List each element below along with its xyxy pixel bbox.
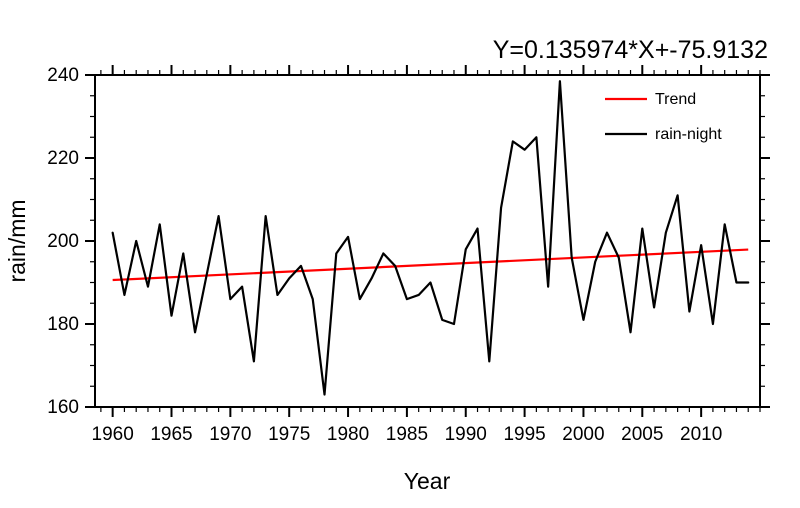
y-tick-label: 240 [47, 65, 79, 86]
x-tick-label: 1975 [268, 424, 310, 445]
y-tick-label: 220 [47, 148, 79, 169]
x-tick-label: 1990 [445, 424, 487, 445]
y-tick-label: 200 [47, 231, 79, 252]
trend-line-group [112, 248, 749, 282]
plot-ticks [85, 65, 770, 417]
x-tick-label: 2010 [680, 424, 722, 445]
x-tick-label: 1960 [92, 424, 134, 445]
x-tick-label: 2005 [621, 424, 663, 445]
y-tick-label: 180 [47, 314, 79, 335]
y-tick-label: 160 [47, 397, 79, 418]
x-tick-label: 1980 [327, 424, 369, 445]
y-axis-title: rain/mm [4, 199, 30, 282]
x-tick-label: 1985 [386, 424, 428, 445]
x-tick-label: 1970 [209, 424, 251, 445]
equation-title: Y=0.135974*X+-75.9132 [493, 36, 768, 64]
x-tick-label: 1965 [150, 424, 192, 445]
legend-trend-label: Trend [655, 91, 696, 108]
trend-line [112, 248, 749, 282]
plot-border [94, 74, 761, 408]
x-axis-title: Year [404, 468, 451, 494]
series-rain-night [111, 80, 750, 396]
legend: Trend rain-night [605, 91, 722, 143]
rain-night-line [111, 80, 750, 396]
x-tick-label: 1995 [503, 424, 545, 445]
tick-labels: 1960 1965 1970 1975 1980 1985 1990 1995 2000 2005… [47, 65, 722, 445]
legend-series-label: rain-night [655, 126, 722, 143]
x-tick-label: 2000 [562, 424, 604, 445]
